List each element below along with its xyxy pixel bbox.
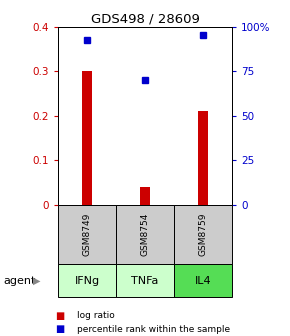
Text: log ratio: log ratio [77, 311, 115, 320]
Text: ■: ■ [55, 324, 64, 334]
FancyBboxPatch shape [174, 205, 232, 264]
Text: IFNg: IFNg [75, 276, 99, 286]
FancyBboxPatch shape [58, 205, 116, 264]
Text: GSM8754: GSM8754 [140, 213, 150, 256]
Text: GSM8749: GSM8749 [82, 213, 92, 256]
Text: ■: ■ [55, 311, 64, 321]
Text: percentile rank within the sample: percentile rank within the sample [77, 325, 230, 334]
Title: GDS498 / 28609: GDS498 / 28609 [90, 13, 200, 26]
Bar [140, 187, 150, 205]
Bar [82, 72, 92, 205]
Bar [198, 112, 208, 205]
Text: IL4: IL4 [195, 276, 211, 286]
Text: TNFa: TNFa [131, 276, 159, 286]
FancyBboxPatch shape [116, 264, 174, 297]
FancyBboxPatch shape [116, 205, 174, 264]
FancyBboxPatch shape [174, 264, 232, 297]
Text: agent: agent [3, 276, 35, 286]
Text: GSM8759: GSM8759 [198, 213, 208, 256]
FancyBboxPatch shape [58, 264, 116, 297]
Text: ▶: ▶ [33, 276, 41, 286]
